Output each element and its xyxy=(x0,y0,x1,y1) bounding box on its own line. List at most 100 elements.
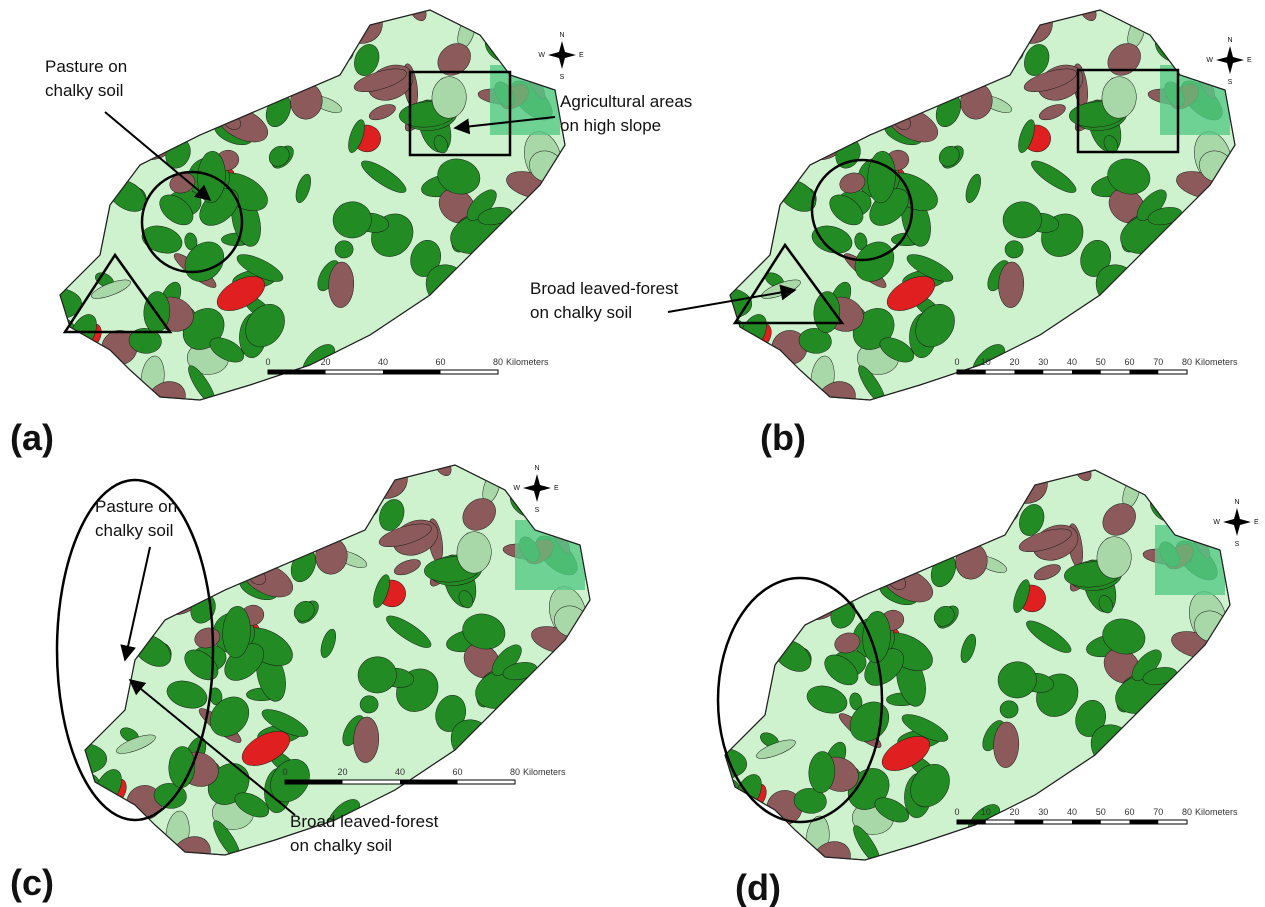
land-patch xyxy=(1173,844,1198,859)
land-patch xyxy=(701,45,755,102)
land-patch xyxy=(192,501,249,556)
land-patch xyxy=(1072,812,1110,850)
compass-rose xyxy=(1223,508,1251,536)
land-patch xyxy=(94,827,135,872)
land-patch xyxy=(823,49,849,84)
scale-label: 0 xyxy=(265,357,270,367)
land-patch xyxy=(801,502,848,535)
land-patch xyxy=(751,157,777,188)
annotation-text: chalky soil xyxy=(45,81,123,100)
map xyxy=(684,442,1245,884)
land-patch xyxy=(713,465,745,513)
land-patch xyxy=(56,648,116,703)
land-patch xyxy=(80,155,109,178)
scale-label: 50 xyxy=(1096,807,1106,817)
land-patch xyxy=(304,2,332,35)
land-patch xyxy=(1185,280,1236,316)
compass-letter: S xyxy=(560,74,565,81)
land-patch xyxy=(329,457,357,490)
compass-letter: N xyxy=(1234,499,1239,506)
land-patch xyxy=(562,769,605,802)
land-patch xyxy=(330,375,354,405)
land-patch xyxy=(540,471,587,520)
land-patch xyxy=(46,343,76,376)
land-patch xyxy=(279,370,334,404)
land-patch xyxy=(202,41,242,92)
land-patch xyxy=(1086,319,1152,378)
land-patch xyxy=(938,375,964,399)
land-patch xyxy=(884,551,905,577)
land-patch xyxy=(48,5,80,53)
compass-letter: N xyxy=(1227,37,1232,44)
land-patch xyxy=(746,3,788,44)
land-patch xyxy=(72,185,107,223)
land-patch xyxy=(202,0,231,35)
land-patch xyxy=(390,334,428,370)
land-patch xyxy=(520,14,576,68)
compass-rose xyxy=(1216,46,1244,74)
land-patch xyxy=(477,818,503,846)
hatched-area xyxy=(490,65,560,135)
land-patch xyxy=(528,785,580,832)
land-patch xyxy=(711,0,762,42)
land-patch xyxy=(796,549,855,598)
land-patch xyxy=(1196,260,1210,277)
land-patch xyxy=(929,0,992,44)
land-patch xyxy=(533,839,558,854)
land-patch xyxy=(459,811,501,849)
annotation-text: chalky soil xyxy=(95,521,173,540)
land-patch xyxy=(1022,382,1080,410)
land-patch xyxy=(135,37,150,73)
land-patch xyxy=(64,99,90,134)
land-patch xyxy=(790,41,814,65)
scale-segment xyxy=(1130,820,1159,824)
land-patch xyxy=(1178,384,1203,399)
land-patch xyxy=(718,5,750,53)
scale-unit: Kilometers xyxy=(1195,807,1238,817)
scale-label: 80 xyxy=(1182,357,1192,367)
land-patch xyxy=(865,496,919,549)
land-patch xyxy=(789,74,825,96)
scale-label: 20 xyxy=(337,767,347,777)
land-patch xyxy=(787,116,844,131)
land-patch xyxy=(571,698,596,719)
land-patch xyxy=(873,29,909,62)
land-patch xyxy=(526,260,540,277)
land-patch xyxy=(1152,743,1194,785)
annotation-text: on high slope xyxy=(560,116,661,135)
land-patch xyxy=(948,452,996,501)
land-patch xyxy=(546,243,571,264)
land-patch xyxy=(758,615,782,640)
land-patch xyxy=(745,615,774,638)
scale-label: 40 xyxy=(395,767,405,777)
land-patch xyxy=(90,550,131,589)
land-patch xyxy=(702,572,730,610)
land-patch xyxy=(746,617,772,648)
land-patch xyxy=(238,27,261,53)
panel-label: (a) xyxy=(10,417,54,458)
scale-label: 0 xyxy=(954,357,959,367)
land-patch xyxy=(103,606,117,632)
land-patch xyxy=(737,645,772,683)
compass-letter: E xyxy=(554,485,559,492)
figure: 020406080KilometersNWESPasture onchalky … xyxy=(0,0,1265,907)
land-patch xyxy=(804,0,849,28)
land-patch xyxy=(439,787,468,815)
land-patch xyxy=(65,95,106,134)
land-patch xyxy=(329,40,354,63)
land-patch xyxy=(194,453,231,487)
land-patch xyxy=(452,363,478,391)
land-patch xyxy=(696,505,750,562)
land-patch xyxy=(508,729,552,771)
scale-segment xyxy=(400,780,458,784)
land-patch xyxy=(696,653,756,708)
land-patch xyxy=(1180,476,1227,525)
map xyxy=(689,0,1250,423)
land-patch xyxy=(127,54,147,74)
land-patch xyxy=(31,193,91,248)
land-patch xyxy=(924,442,987,505)
land-patch xyxy=(106,612,132,643)
panel-label: (d) xyxy=(735,867,781,907)
land-patch xyxy=(1122,363,1148,391)
land-patch xyxy=(118,610,142,635)
